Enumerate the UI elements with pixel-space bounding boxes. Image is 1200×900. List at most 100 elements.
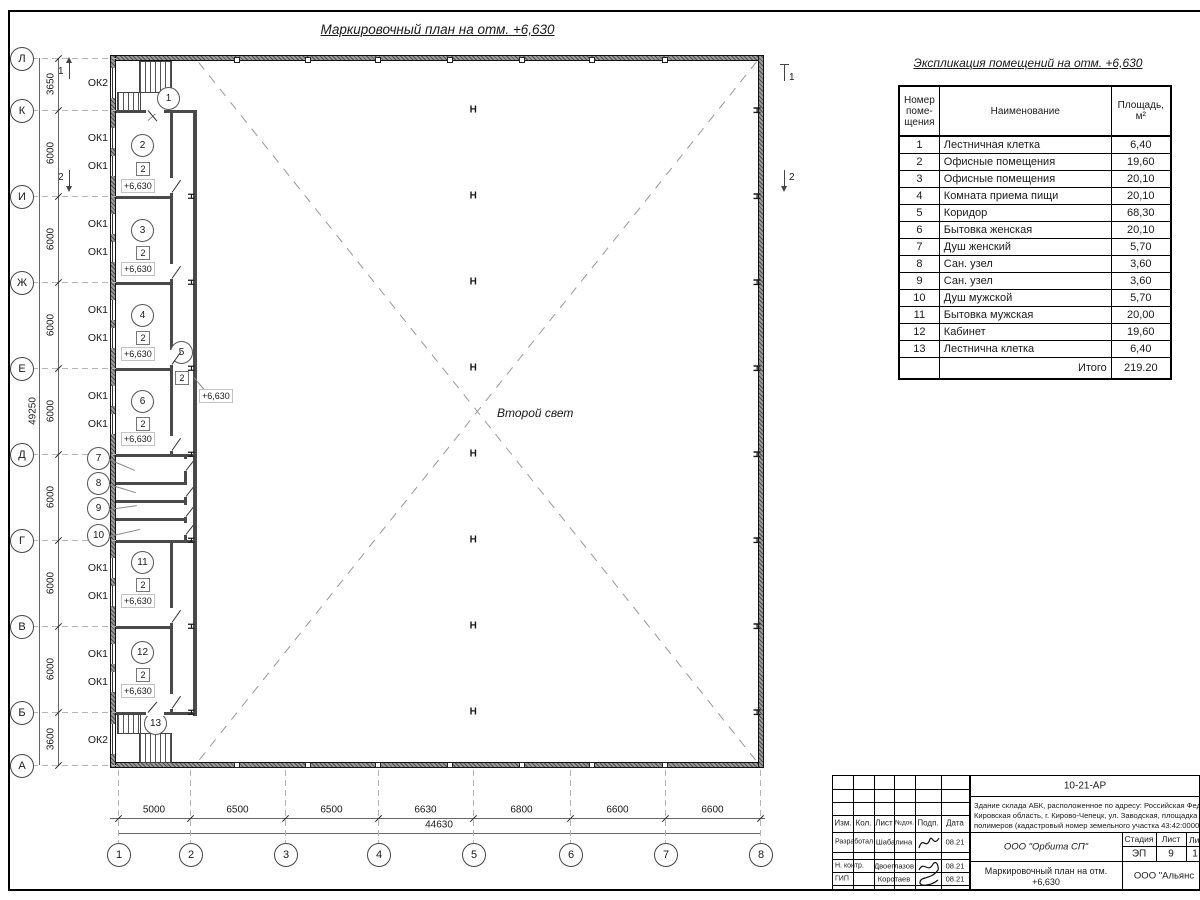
window-opening — [111, 300, 115, 320]
axis-bubble-row: Д — [10, 443, 34, 467]
dim-label-bottom: 6600 — [606, 804, 629, 816]
section-mark-line — [69, 170, 70, 187]
stage-value: ЭП — [1131, 848, 1147, 860]
window-mark-label: ОК2 — [87, 77, 108, 89]
sheet-value: 9 — [1168, 848, 1174, 860]
door-opening — [183, 505, 188, 517]
room-area-cell: 5,70 — [1110, 288, 1172, 307]
dim-label-bottom: 6800 — [510, 804, 533, 816]
window-mark-label: ОК1 — [87, 676, 108, 688]
door-opening — [169, 178, 174, 193]
room-number-cell: 3 — [898, 169, 940, 188]
column-mark: Н — [186, 709, 196, 715]
window-opening — [111, 68, 115, 98]
signature — [918, 861, 939, 886]
window-glazing — [112, 156, 113, 176]
column-mark: Н — [469, 362, 477, 374]
room-area-cell: 6,40 — [1110, 135, 1172, 154]
room-name-cell: Бытовка женская — [938, 220, 1112, 239]
room-area-cell: 20,00 — [1110, 305, 1172, 324]
window-glazing — [112, 68, 113, 98]
axis-bubble-row: И — [10, 185, 34, 209]
axis-bubble-row: Е — [10, 357, 34, 381]
axis-bubble-row: Л — [10, 47, 34, 71]
col-header-number: Номер поме- щения — [898, 85, 940, 137]
doc-number: 10-21-АР — [1063, 780, 1107, 792]
signer-role: Н. контр. — [835, 862, 864, 869]
axis-bubble-col: 6 — [559, 843, 583, 867]
dim-label-bottom: 6500 — [320, 804, 343, 816]
column-mark: Н — [469, 620, 477, 632]
door-opening — [169, 608, 174, 623]
door-type-badge: 2 — [175, 371, 189, 385]
axis-bubble-col: 8 — [749, 843, 773, 867]
room-area-cell: 20,10 — [1110, 169, 1172, 188]
room-area-cell: 3,60 — [1110, 271, 1172, 290]
wall-post — [519, 57, 525, 63]
axis-bubble-col: 2 — [179, 843, 203, 867]
axis-line — [32, 765, 116, 766]
partition — [116, 518, 184, 521]
dim-line-left-chain — [58, 58, 59, 765]
column-mark: Н — [750, 708, 762, 716]
column-mark: Н — [186, 279, 196, 285]
explication-row: 9 Сан. узел 3,60 — [898, 271, 1172, 290]
dim-label-left: 6000 — [45, 227, 57, 251]
axis-bubble-row: А — [10, 754, 34, 778]
axis-line — [32, 368, 116, 369]
room-name-cell: Сан. узел — [938, 271, 1112, 290]
explication-row: 1 Лестничная клетка 6,40 — [898, 135, 1172, 154]
axis-bubble-col: 1 — [107, 843, 131, 867]
room-number-cell: 12 — [898, 322, 940, 341]
org2-name: ООО "Альянс — [1133, 870, 1195, 882]
window-mark-label: ОК2 — [87, 734, 108, 746]
frame-bottom — [8, 889, 1200, 891]
axis-line — [32, 540, 116, 541]
window-opening — [111, 386, 115, 406]
window-mark-label: ОК1 — [87, 218, 108, 230]
column-mark: Н — [186, 623, 196, 629]
object-description-1: Здание склада АБК, расположенное по адре… — [974, 801, 1200, 810]
window-mark-label: ОК1 — [87, 332, 108, 344]
dim-total-left: 49250 — [27, 397, 39, 425]
window-opening — [111, 242, 115, 262]
window-glazing — [112, 414, 113, 434]
window-opening — [111, 558, 115, 578]
window-mark-label: ОК1 — [87, 246, 108, 258]
door-opening — [146, 711, 164, 716]
wall-post — [589, 762, 595, 768]
wall-post — [447, 57, 453, 63]
door-opening — [146, 109, 164, 114]
wall-post — [375, 57, 381, 63]
sheets-value: 1 — [1192, 848, 1198, 860]
door-opening — [169, 264, 174, 279]
stair-flight — [117, 714, 141, 734]
axis-line — [118, 770, 119, 844]
dim-label-left: 6000 — [45, 571, 57, 595]
window-opening — [111, 128, 115, 148]
wall-post — [447, 762, 453, 768]
window-mark-label: ОК1 — [87, 160, 108, 172]
room-number-bubble: 9 — [87, 497, 110, 520]
room-name-cell: Офисные помещения — [938, 152, 1112, 171]
column-mark: Н — [469, 190, 477, 202]
partition — [116, 540, 197, 543]
partition — [116, 368, 170, 371]
dim-label-left: 6000 — [45, 485, 57, 509]
level-mark-corridor: +6,630 — [199, 389, 233, 403]
dim-label-left: 3650 — [45, 72, 57, 96]
wall-left — [110, 55, 116, 768]
column-mark: Н — [469, 448, 477, 460]
object-description-2: Кировская область, г. Кирово-Чепецк, ул.… — [974, 811, 1198, 820]
room-area-cell: 3,60 — [1110, 254, 1172, 273]
column-mark: Н — [186, 365, 196, 371]
section-mark-2: 2 — [789, 172, 795, 183]
room-number-cell: 2 — [898, 152, 940, 171]
door-opening — [183, 485, 188, 497]
room-number-cell: 4 — [898, 186, 940, 205]
section-mark-2: 2 — [58, 172, 64, 183]
total-label-cell: Итого — [938, 356, 1112, 380]
wall-post — [589, 57, 595, 63]
doc-title-line2: +6,630 — [1032, 877, 1060, 887]
room-number-cell: 11 — [898, 305, 940, 324]
